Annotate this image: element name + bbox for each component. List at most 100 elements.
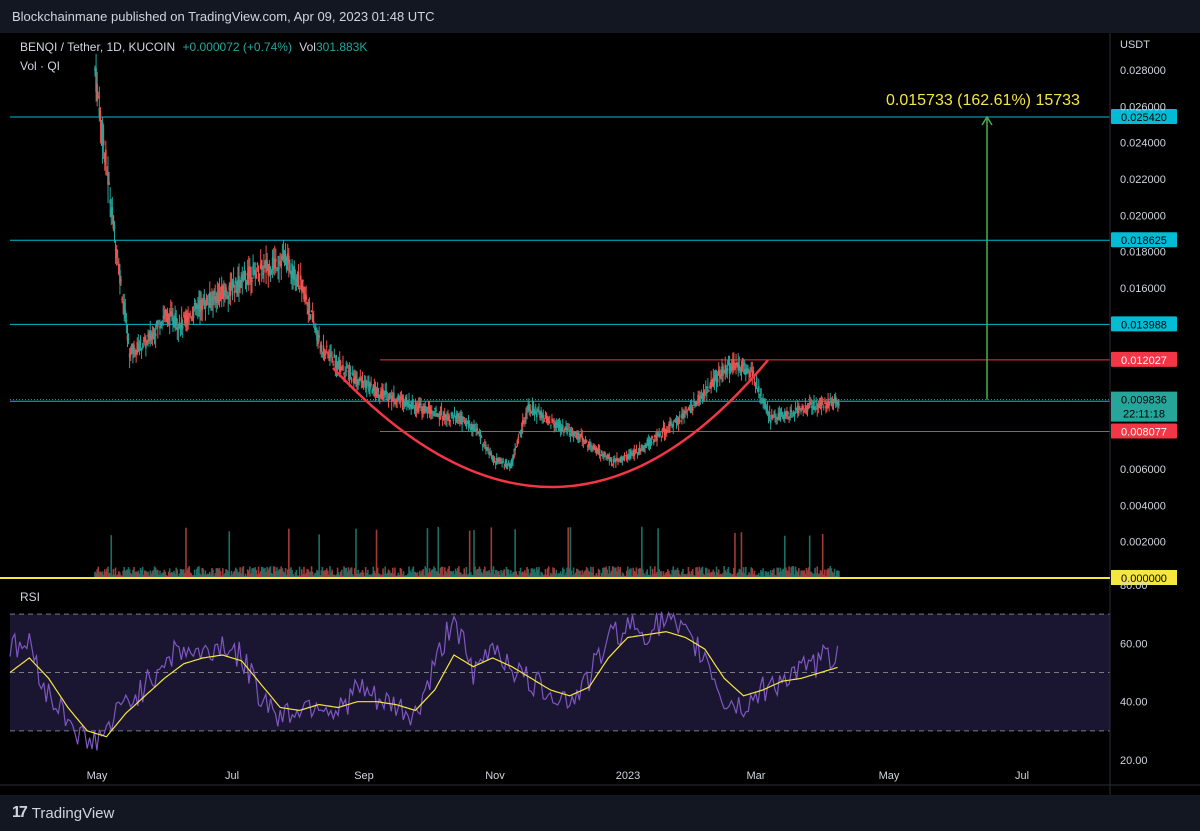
candle-body (687, 408, 690, 410)
volume-bar (477, 568, 480, 578)
volume-bar (755, 574, 758, 578)
volume-bar (827, 568, 829, 578)
candle-body (448, 415, 450, 421)
candle-body (95, 67, 97, 92)
volume-bar (778, 572, 781, 578)
candle-body (162, 316, 165, 318)
volume-bar (206, 573, 209, 578)
tradingview-brand[interactable]: 17 TradingView (12, 804, 114, 822)
volume-bar (775, 575, 777, 578)
candle-body (613, 459, 616, 461)
volume-bar (466, 574, 469, 578)
candle-body (358, 379, 361, 382)
volume-bar (733, 567, 735, 578)
volume-bar (783, 535, 786, 578)
candle-body (223, 293, 225, 297)
candle-body (251, 280, 253, 282)
volume-bar (265, 571, 267, 578)
candle-body (619, 458, 621, 460)
candle-body (785, 411, 787, 415)
candle-body (284, 254, 287, 266)
volume-bar (834, 575, 837, 578)
volume-bar (211, 568, 213, 578)
volume-bar (606, 569, 608, 578)
candlestick-series (94, 53, 840, 472)
candle-body (296, 281, 299, 286)
last-price-countdown: 22:11:18 (1123, 409, 1165, 421)
candle-body (176, 327, 179, 330)
volume-bar (785, 567, 787, 578)
candle-body (359, 378, 362, 381)
candle-body (659, 433, 662, 435)
volume-bar (700, 567, 703, 578)
candle-body (171, 312, 173, 317)
candle-body (696, 400, 698, 406)
volume-bar (344, 568, 346, 578)
candle-body (665, 429, 668, 432)
symbol-title[interactable]: BENQI / Tether, 1D, KUCOIN (20, 40, 176, 54)
volume-bar (365, 572, 368, 578)
rsi-label[interactable]: RSI (20, 590, 41, 604)
candle-body (449, 419, 451, 422)
volume-bar (312, 575, 315, 578)
level-tag-label-3: 0.012027 (1121, 355, 1167, 367)
candle-body (733, 359, 735, 364)
volume-bar (414, 571, 417, 578)
volume-bar (208, 571, 211, 578)
candle-body (796, 405, 799, 414)
candle-body (173, 320, 175, 327)
candle-body (572, 431, 575, 438)
candle-body (349, 371, 352, 375)
candle-body (191, 315, 194, 320)
candle-body (477, 431, 480, 434)
candle-body (149, 330, 152, 340)
volume-bar (146, 572, 148, 578)
volume-bar (520, 572, 523, 578)
volume-bar (449, 571, 451, 578)
candle-body (120, 279, 122, 281)
candle-body (492, 457, 495, 462)
volume-bar (244, 573, 247, 578)
candle-body (174, 313, 176, 329)
candle-body (548, 421, 551, 423)
candle-body (671, 427, 673, 429)
candle-body (488, 454, 490, 456)
candle-body (469, 427, 472, 430)
volume-bar (286, 569, 289, 578)
volume-bar (825, 575, 827, 578)
volume-bar (556, 574, 559, 578)
volume-indicator-label[interactable]: Vol · QI (20, 59, 61, 73)
volume-bar (382, 568, 384, 578)
volume-bar (465, 566, 468, 578)
volume-bar (99, 571, 102, 578)
volume-bar (488, 570, 490, 578)
candle-body (466, 422, 469, 424)
volume-bar (652, 573, 655, 578)
volume-bar (695, 567, 697, 578)
candle-body (177, 327, 180, 330)
volume-bar (519, 567, 522, 578)
candle-body (109, 199, 111, 204)
volume-bar (532, 569, 535, 578)
candle-body (384, 390, 387, 395)
candle-body (498, 459, 500, 462)
volume-bar (403, 575, 406, 578)
volume-bar (436, 571, 438, 578)
volume-bar (681, 571, 683, 578)
volume-bar (216, 568, 219, 578)
volume-bar (683, 574, 685, 578)
candle-body (561, 425, 564, 429)
candle-body (670, 421, 672, 426)
candle-body (731, 361, 734, 371)
candle-body (139, 339, 142, 341)
candle-body (594, 449, 597, 451)
candle-body (135, 350, 137, 355)
volume-bar (703, 574, 706, 578)
candle-body (526, 411, 528, 413)
volume-bar (662, 571, 665, 578)
candle-body (579, 436, 581, 439)
volume-bar (370, 575, 372, 578)
volume-bar (247, 570, 250, 578)
candle-body (282, 254, 285, 259)
